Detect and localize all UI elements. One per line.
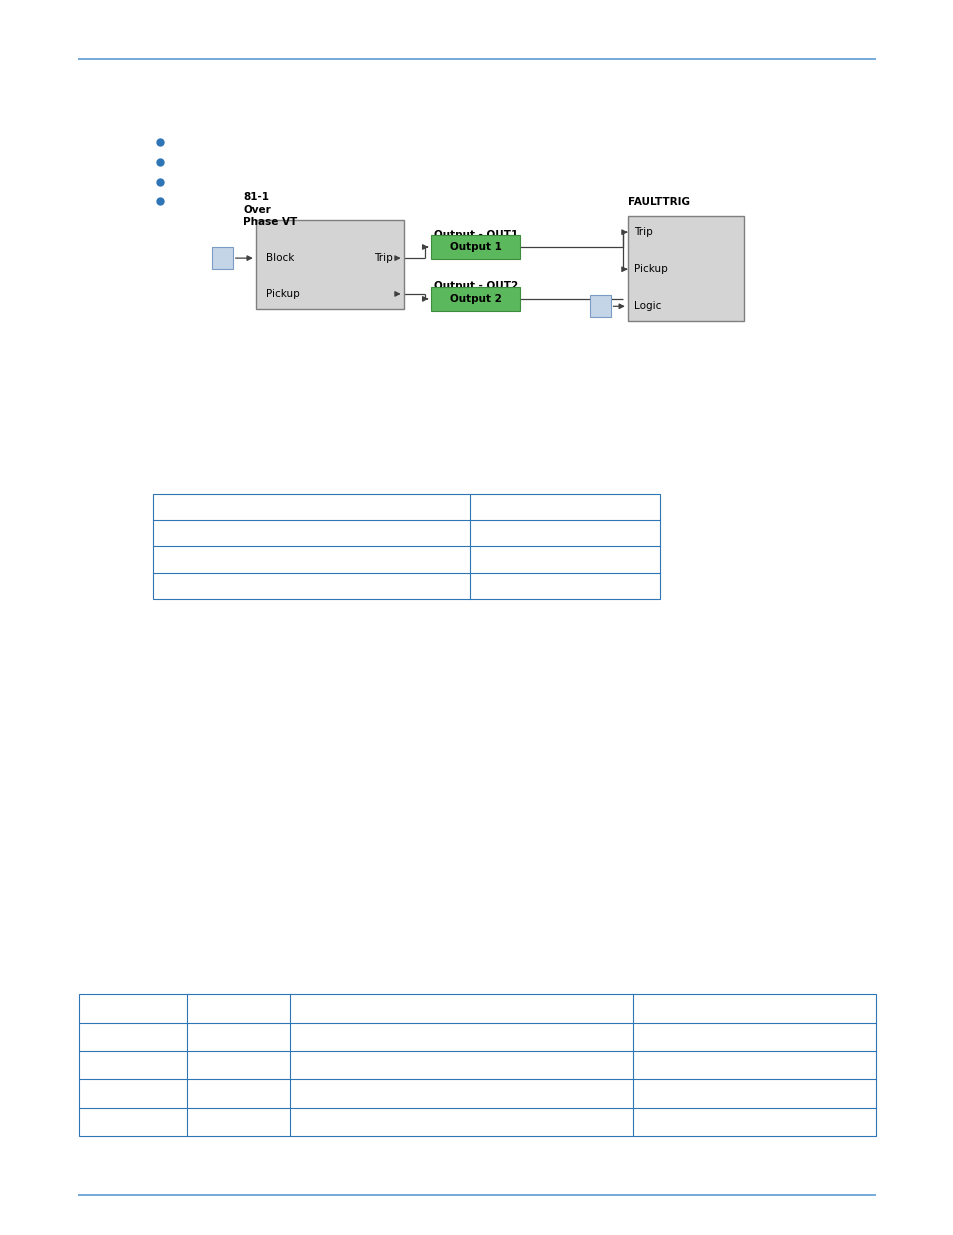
FancyBboxPatch shape bbox=[589, 295, 610, 317]
Text: Logic: Logic bbox=[634, 301, 661, 311]
Text: Trip: Trip bbox=[374, 253, 393, 263]
FancyBboxPatch shape bbox=[431, 235, 519, 259]
FancyBboxPatch shape bbox=[212, 247, 233, 269]
FancyBboxPatch shape bbox=[627, 216, 743, 321]
Text: Trip: Trip bbox=[634, 227, 653, 237]
Text: Output 2: Output 2 bbox=[449, 294, 501, 304]
Text: Pickup: Pickup bbox=[634, 264, 667, 274]
Bar bbox=[152, 494, 659, 599]
FancyBboxPatch shape bbox=[255, 220, 403, 309]
Text: Output 1: Output 1 bbox=[449, 242, 501, 252]
Text: FAULTTRIG: FAULTTRIG bbox=[627, 198, 689, 207]
Text: Output - OUT2: Output - OUT2 bbox=[434, 282, 517, 291]
FancyBboxPatch shape bbox=[431, 287, 519, 311]
Text: 81-1
Over
Phase VT: 81-1 Over Phase VT bbox=[243, 193, 297, 227]
Text: 0: 0 bbox=[219, 253, 225, 263]
Text: 0: 0 bbox=[597, 301, 602, 311]
Text: Output - OUT1: Output - OUT1 bbox=[434, 230, 517, 240]
Bar bbox=[79, 994, 875, 1136]
Text: Pickup: Pickup bbox=[266, 289, 299, 299]
Text: Block: Block bbox=[266, 253, 294, 263]
